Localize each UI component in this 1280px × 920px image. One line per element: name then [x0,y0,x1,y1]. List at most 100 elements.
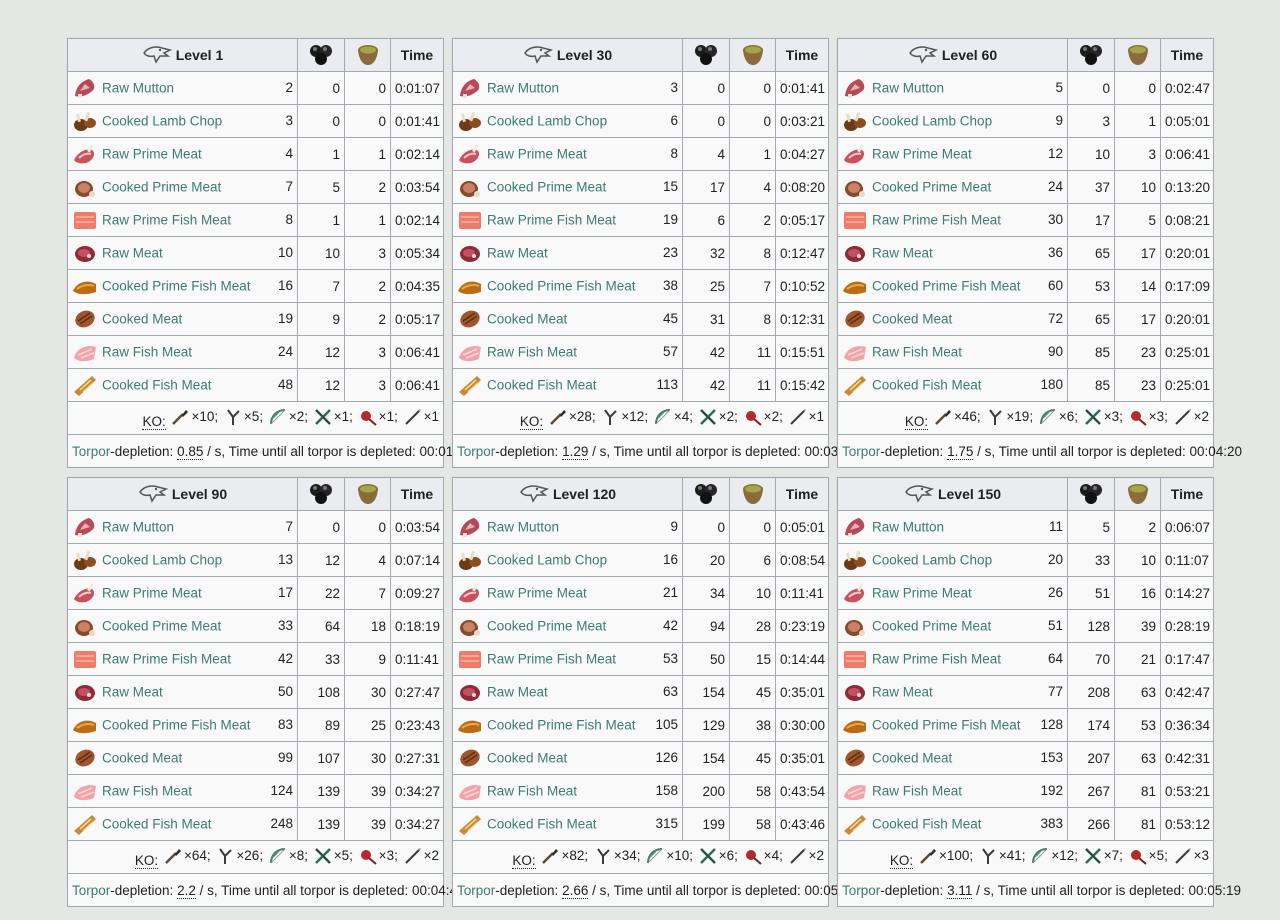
food-link[interactable]: Raw Meat [872,684,933,700]
food-link[interactable]: Raw Fish Meat [102,783,193,799]
food-link[interactable]: Raw Prime Fish Meat [102,651,232,667]
ko-item: × 100; [917,847,977,865]
ko-item: × 12; [599,408,651,426]
food-link[interactable]: Raw Mutton [872,519,945,535]
food-link[interactable]: Cooked Prime Fish Meat [102,717,251,733]
table-row: Raw Fish Meat 57 42 11 0:15:51 [452,335,829,369]
food-link[interactable]: Cooked Lamb Chop [487,552,608,568]
raw-mutton-icon [72,76,98,100]
food-link[interactable]: Cooked Prime Fish Meat [102,278,251,294]
food-link[interactable]: Raw Prime Meat [487,146,587,162]
food-link[interactable]: Cooked Prime Meat [102,179,222,195]
food-link[interactable]: Raw Mutton [487,80,560,96]
food-link[interactable]: Cooked Prime Meat [487,618,607,634]
time-value: 0:05:01 [775,510,829,544]
food-link[interactable]: Cooked Meat [872,311,953,327]
food-link[interactable]: Cooked Prime Meat [872,179,992,195]
food-cell: Cooked Lamb Chop 20 [837,543,1068,577]
berry-count: 3 [1067,104,1115,138]
torpor-unit: / s [972,882,991,898]
food-link[interactable]: Cooked Prime Fish Meat [487,717,636,733]
food-link[interactable]: Cooked Prime Fish Meat [487,278,636,294]
food-link[interactable]: Raw Prime Fish Meat [872,651,1002,667]
torpor-link[interactable]: Torpor [842,443,881,459]
food-link[interactable]: Cooked Lamb Chop [487,113,608,129]
time-value: 0:27:47 [390,675,444,709]
food-link[interactable]: Cooked Lamb Chop [872,113,993,129]
food-link[interactable]: Cooked Meat [487,750,568,766]
food-link[interactable]: Raw Fish Meat [872,344,963,360]
torpor-link[interactable]: Torpor [457,443,496,459]
food-quantity: 53 [662,651,678,666]
level-header: Level 90 [67,477,298,511]
food-link[interactable]: Raw Mutton [872,80,945,96]
food-link[interactable]: Cooked Fish Meat [102,816,212,832]
food-link[interactable]: Raw Fish Meat [487,344,578,360]
food-quantity: 4 [285,146,293,161]
time-value: 0:11:41 [390,642,444,676]
food-cell: Raw Meat 63 [452,675,683,709]
food-link[interactable]: Cooked Fish Meat [487,816,597,832]
raw-prime-fish-icon [72,208,98,232]
food-link[interactable]: Raw Prime Fish Meat [102,212,232,228]
food-link[interactable]: Cooked Prime Fish Meat [872,717,1021,733]
food-link[interactable]: Raw Prime Meat [487,585,587,601]
bowl-header [344,38,391,72]
torpor-link[interactable]: Torpor [842,882,881,898]
ko-item: × 34; [592,847,644,865]
food-link[interactable]: Raw Prime Fish Meat [487,212,617,228]
food-cell: Cooked Lamb Chop 6 [452,104,683,138]
food-link[interactable]: Cooked Meat [872,750,953,766]
food-link[interactable]: Raw Prime Fish Meat [487,651,617,667]
level-label: Level 90 [171,486,228,502]
torpor-link[interactable]: Torpor [72,882,111,898]
food-link[interactable]: Cooked Prime Meat [102,618,222,634]
ko-count: 6 [1066,409,1075,424]
torpor-link[interactable]: Torpor [457,882,496,898]
raw-fish-icon [457,779,483,803]
food-link[interactable]: Raw Mutton [102,80,175,96]
cooked-fish-icon [72,373,98,397]
food-link[interactable]: Cooked Lamb Chop [102,552,223,568]
table-row: Raw Meat 10 10 3 0:05:34 [67,236,444,270]
cooked-prime-fish-icon [842,713,868,737]
food-link[interactable]: Raw Prime Meat [102,585,202,601]
food-link[interactable]: Cooked Fish Meat [872,816,982,832]
food-cell: Raw Prime Fish Meat 42 [67,642,298,676]
table-row: Raw Mutton 3 0 0 0:01:41 [452,71,829,105]
food-link[interactable]: Raw Prime Meat [102,146,202,162]
food-link[interactable]: Cooked Fish Meat [102,377,212,393]
ko-cell: KO: × 28; × 12; × 4; × 2; × 2; × 1 [452,401,829,435]
food-link[interactable]: Cooked Fish Meat [872,377,982,393]
food-link[interactable]: Raw Prime Meat [872,585,972,601]
crossbow-icon [314,847,332,865]
food-link[interactable]: Raw Meat [102,245,163,261]
food-link[interactable]: Raw Mutton [102,519,175,535]
food-link[interactable]: Raw Meat [487,684,548,700]
food-link[interactable]: Cooked Meat [487,311,568,327]
food-link[interactable]: Raw Meat [487,245,548,261]
food-link[interactable]: Cooked Fish Meat [487,377,597,393]
food-link[interactable]: Cooked Lamb Chop [102,113,223,129]
food-link[interactable]: Cooked Meat [102,311,183,327]
food-quantity: 24 [1047,179,1063,194]
level-label: Level 30 [556,47,613,63]
food-link[interactable]: Raw Mutton [487,519,560,535]
food-quantity: 128 [1040,717,1063,732]
food-link[interactable]: Cooked Prime Fish Meat [872,278,1021,294]
food-link[interactable]: Raw Meat [102,684,163,700]
time-value: 0:11:07 [1160,543,1214,577]
food-link[interactable]: Cooked Prime Meat [872,618,992,634]
food-link[interactable]: Cooked Lamb Chop [872,552,993,568]
raw-prime-fish-icon [842,647,868,671]
food-link[interactable]: Raw Prime Fish Meat [872,212,1002,228]
food-link[interactable]: Raw Meat [872,245,933,261]
food-link[interactable]: Raw Fish Meat [872,783,963,799]
food-link[interactable]: Raw Prime Meat [872,146,972,162]
torpor-row: Torpor-depletion: 3.11 / s, Time until a… [837,873,1241,907]
food-link[interactable]: Raw Fish Meat [102,344,193,360]
food-link[interactable]: Cooked Meat [102,750,183,766]
food-link[interactable]: Raw Fish Meat [487,783,578,799]
food-link[interactable]: Cooked Prime Meat [487,179,607,195]
torpor-link[interactable]: Torpor [72,443,111,459]
